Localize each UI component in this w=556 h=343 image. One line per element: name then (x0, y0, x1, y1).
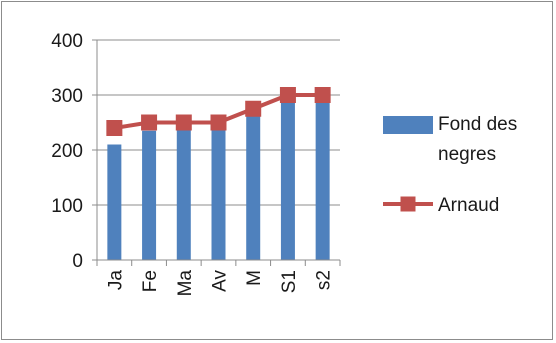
bar (142, 130, 157, 260)
y-tick-label: 300 (51, 86, 83, 107)
line-point (245, 100, 262, 117)
x-tick-labels: Ja Fe Ma Av M S1 s2 (105, 270, 334, 297)
x-tick-label: Ma (175, 270, 196, 297)
x-tick-label: M (244, 270, 265, 286)
legend-label: Fond des (438, 114, 517, 135)
y-tick-label: 400 (51, 31, 83, 52)
bar (315, 100, 330, 260)
axes (92, 39, 341, 266)
x-tick-label: s2 (314, 270, 335, 290)
x-tick-label: Fe (140, 270, 161, 292)
bar (107, 144, 122, 260)
line-series (106, 87, 331, 136)
bar (246, 114, 261, 260)
legend-swatch-bar (383, 116, 433, 134)
x-tick-label: Av (210, 270, 231, 292)
legend-label: Arnaud (438, 195, 499, 216)
line-point (106, 120, 123, 136)
bar (176, 128, 191, 260)
x-tick-label: Ja (105, 270, 126, 291)
line-point (175, 114, 192, 131)
legend-label: negres (438, 144, 496, 165)
y-tick-label: 0 (72, 251, 83, 272)
line-point (279, 87, 296, 103)
line-point (210, 114, 227, 131)
bar (280, 100, 295, 260)
line-point (141, 114, 158, 131)
bar-series (107, 100, 330, 260)
legend: Fond des negres Arnaud (383, 114, 517, 216)
legend-swatch-marker (400, 196, 416, 212)
y-tick-labels: 0 100 200 300 400 (51, 31, 83, 272)
y-tick-label: 100 (51, 196, 83, 217)
bar (211, 128, 226, 260)
y-tick-label: 200 (51, 141, 83, 162)
x-tick-label: S1 (279, 270, 300, 293)
line-point (314, 87, 331, 103)
